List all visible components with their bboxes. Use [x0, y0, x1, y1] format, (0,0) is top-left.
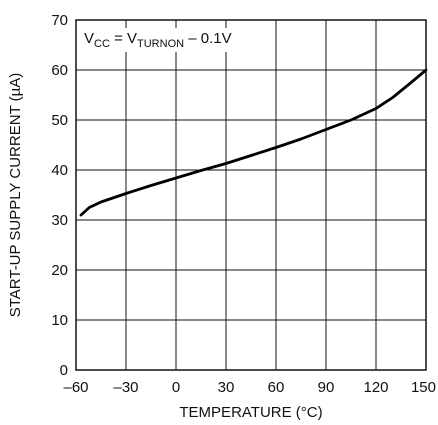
- x-tick-label: 120: [363, 379, 388, 396]
- series-line-group: [79, 68, 428, 217]
- x-axis-label: TEMPERATURE (°C): [179, 404, 322, 421]
- annotation: VCC = VTURNON – 0.1V: [84, 30, 232, 50]
- y-tick-label: 50: [51, 112, 68, 129]
- y-tick-label: 60: [51, 62, 68, 79]
- y-tick-label: 40: [51, 162, 68, 179]
- grid-lines: [76, 20, 426, 370]
- series-line: [79, 68, 428, 217]
- y-tick-label: 10: [51, 312, 68, 329]
- x-tick-labels: –60 –30 0 30 60 90 120 150: [63, 379, 436, 396]
- y-tick-labels: 0 10 20 30 40 50 60 70: [51, 12, 68, 379]
- y-tick-label: 20: [51, 262, 68, 279]
- annotation-rest: – 0.1V: [184, 30, 232, 47]
- y-tick-label: 30: [51, 212, 68, 229]
- x-tick-label: –30: [113, 379, 138, 396]
- x-tick-label: 60: [268, 379, 285, 396]
- x-tick-label: 0: [172, 379, 180, 396]
- annotation-background: [80, 28, 236, 52]
- annotation-v2-sub: TURNON: [137, 38, 184, 50]
- x-tick-label: 150: [411, 379, 436, 396]
- y-axis-label: START-UP SUPPLY CURRENT (µA): [7, 73, 24, 318]
- x-tick-label: –60: [63, 379, 88, 396]
- x-tick-label: 90: [318, 379, 335, 396]
- y-tick-label: 70: [51, 12, 68, 29]
- annotation-v1-sub: CC: [94, 38, 110, 50]
- y-tick-label: 0: [60, 362, 68, 379]
- plot-frame: [75, 19, 427, 371]
- annotation-eq: = V: [110, 30, 137, 47]
- x-tick-label: 30: [218, 379, 235, 396]
- annotation-v1: V: [84, 30, 94, 47]
